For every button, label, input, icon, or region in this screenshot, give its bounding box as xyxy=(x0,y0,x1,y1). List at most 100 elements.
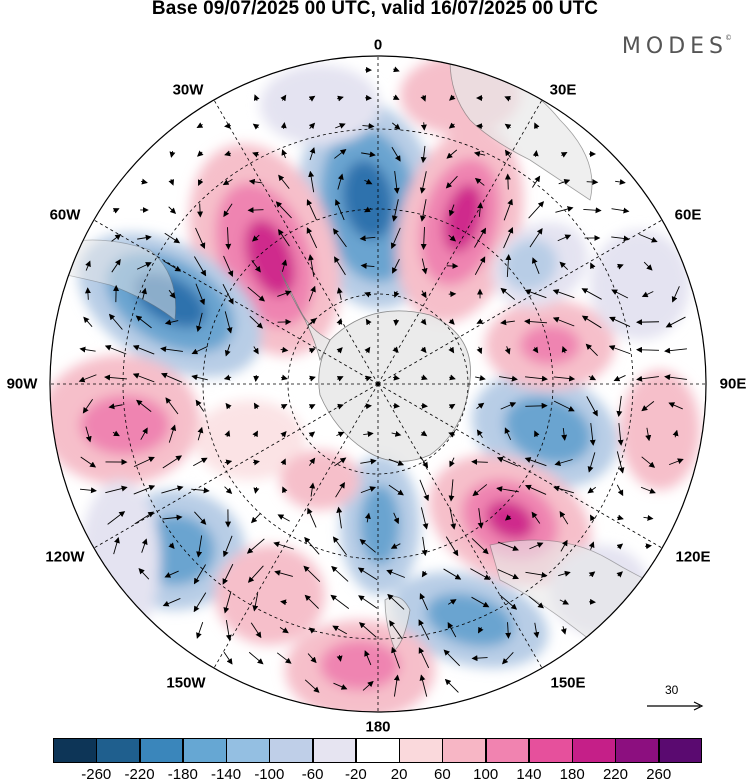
wind-arrow xyxy=(336,431,345,438)
wind-arrow xyxy=(308,431,316,438)
wind-arrow xyxy=(505,254,512,278)
wind-arrow xyxy=(471,458,488,465)
wind-arrow xyxy=(505,622,512,639)
wind-arrow xyxy=(252,151,260,158)
wind-arrow xyxy=(524,289,547,299)
wind-arrow xyxy=(196,312,203,333)
wind-arrow xyxy=(552,317,575,327)
wind-arrow xyxy=(247,565,264,583)
wind-arrow xyxy=(334,256,346,276)
wind-arrow xyxy=(222,535,233,558)
wind-arrow xyxy=(303,565,321,582)
anomaly-blob xyxy=(590,230,690,340)
wind-arrow xyxy=(471,596,490,608)
wind-arrow xyxy=(443,649,461,667)
wind-arrow xyxy=(195,227,206,249)
longitude-label-120w: 120W xyxy=(45,548,85,566)
wind-arrow xyxy=(392,402,400,409)
wind-arrow xyxy=(364,291,372,298)
wind-arrow xyxy=(499,594,518,610)
anomaly-blob xyxy=(520,325,580,365)
wind-arrow xyxy=(613,375,626,382)
colorbar-tick-label: -60 xyxy=(301,766,324,783)
wind-arrow xyxy=(84,287,91,300)
wind-arrow xyxy=(636,319,660,326)
wind-arrow xyxy=(79,346,96,353)
wind-arrow xyxy=(247,207,264,214)
wind-arrow xyxy=(391,646,401,669)
wind-arrow xyxy=(448,204,455,217)
wind-arrow xyxy=(361,151,376,158)
anomaly-blob xyxy=(360,485,400,565)
wind-arrow xyxy=(133,485,156,495)
wind-arrow xyxy=(391,199,399,222)
wind-arrow xyxy=(223,255,234,277)
colorbar-swatch xyxy=(572,738,616,763)
wind-arrow xyxy=(108,403,123,410)
wind-arrow xyxy=(588,374,597,381)
wind-arrow xyxy=(474,177,485,186)
wind-arrow xyxy=(500,319,515,326)
wind-arrow xyxy=(645,427,652,442)
wind-arrow xyxy=(589,423,596,446)
wind-arrow xyxy=(529,227,543,248)
wind-arrow xyxy=(500,287,516,300)
wind-arrow xyxy=(497,569,519,580)
wind-arrow xyxy=(524,457,547,467)
wind-arrow xyxy=(585,343,598,356)
wind-arrow xyxy=(334,199,345,221)
longitude-label-120e: 120E xyxy=(675,548,711,566)
wind-arrow xyxy=(533,622,540,639)
wind-arrow xyxy=(420,346,427,354)
wind-arrow xyxy=(280,404,288,410)
wind-arrow xyxy=(161,485,184,494)
wind-arrow xyxy=(331,565,349,582)
wind-arrow xyxy=(419,674,428,697)
wind-arrow xyxy=(471,538,489,555)
wind-arrow xyxy=(477,202,484,217)
wind-arrow xyxy=(388,458,405,466)
wind-arrow xyxy=(252,459,260,466)
wind-arrow xyxy=(393,66,400,73)
wind-arrow xyxy=(393,290,400,298)
wind-arrow xyxy=(588,571,596,578)
wind-arrow xyxy=(532,175,541,188)
wind-arrow xyxy=(104,374,127,381)
reference-vector-label: 30 xyxy=(665,683,679,697)
wind-arrow xyxy=(365,318,372,326)
wind-arrow xyxy=(390,227,401,250)
wind-arrow xyxy=(111,234,122,242)
wind-arrow xyxy=(359,235,376,242)
wind-arrow xyxy=(108,313,123,330)
wind-arrow xyxy=(636,346,660,353)
modes-logo: MODES© xyxy=(622,34,732,59)
wind-arrow xyxy=(474,256,486,276)
wind-arrow xyxy=(560,626,567,635)
wind-arrow xyxy=(391,430,402,437)
wind-arrow xyxy=(583,207,602,214)
colorbar-swatch xyxy=(399,738,443,763)
wind-arrow xyxy=(420,402,428,409)
wind-arrow xyxy=(419,479,430,502)
wind-arrow xyxy=(164,232,181,244)
wind-arrow xyxy=(609,316,631,327)
wind-arrow xyxy=(475,375,486,381)
wind-arrow xyxy=(330,594,350,609)
wind-arrow xyxy=(644,543,652,550)
wind-arrow xyxy=(334,148,347,159)
wind-arrow xyxy=(250,622,262,639)
wind-arrow xyxy=(616,451,625,474)
wind-arrow xyxy=(449,507,457,530)
wind-arrow xyxy=(280,122,287,130)
wind-arrow xyxy=(280,346,289,353)
wind-arrow xyxy=(280,599,288,606)
wind-arrow xyxy=(617,263,624,270)
wind-arrow xyxy=(85,260,91,271)
colorbar-swatch xyxy=(528,738,573,763)
colorbar-swatch xyxy=(182,738,227,763)
wind-arrow xyxy=(418,647,430,669)
wind-arrow xyxy=(251,260,261,273)
wind-arrow xyxy=(525,375,548,382)
wind-arrow xyxy=(448,234,457,242)
wind-arrow xyxy=(224,459,233,466)
